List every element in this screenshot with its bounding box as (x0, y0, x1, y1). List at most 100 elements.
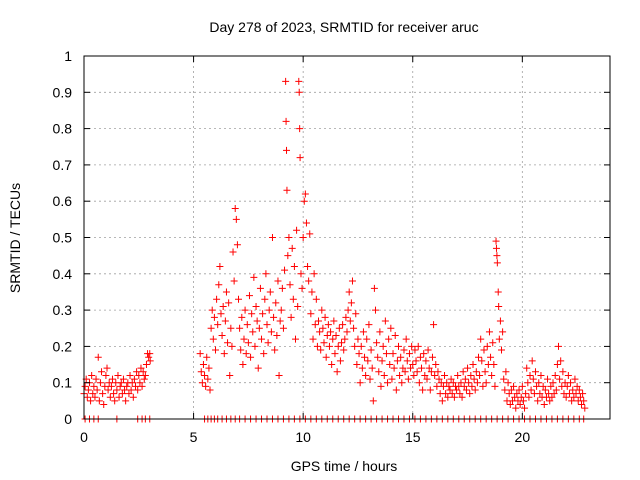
data-point (397, 353, 405, 361)
data-point (353, 361, 361, 369)
data-point (266, 288, 274, 296)
data-point (478, 357, 486, 365)
data-point (409, 361, 417, 369)
data-point (282, 117, 290, 125)
data-point (368, 364, 376, 372)
y-tick-label: 0.7 (53, 157, 73, 173)
data-point (385, 335, 393, 343)
data-point (449, 379, 457, 387)
data-point (323, 332, 331, 340)
data-point (352, 310, 360, 318)
data-point (358, 364, 366, 372)
data-point (366, 375, 374, 383)
data-point (489, 339, 497, 347)
data-point (423, 375, 431, 383)
data-point (580, 397, 588, 405)
data-point (507, 386, 515, 394)
data-point (215, 281, 223, 289)
data-point (400, 346, 408, 354)
data-point (207, 324, 215, 332)
data-point (447, 375, 455, 383)
data-point (473, 379, 481, 387)
data-point (139, 368, 147, 376)
data-point (141, 371, 149, 379)
y-tick-label: 0.8 (53, 121, 73, 137)
data-point (562, 393, 570, 401)
data-point (122, 397, 130, 405)
data-point (537, 371, 545, 379)
data-point (248, 310, 256, 318)
data-point (210, 313, 218, 321)
data-point (111, 397, 119, 405)
data-point (472, 368, 480, 376)
data-point (380, 371, 388, 379)
data-point (305, 277, 313, 285)
data-point (91, 393, 99, 401)
data-point (333, 368, 341, 376)
data-point (450, 393, 458, 401)
data-point (272, 299, 280, 307)
data-point (416, 353, 424, 361)
y-tick-label: 1 (64, 48, 72, 64)
data-point (279, 324, 287, 332)
data-point (136, 379, 144, 387)
data-point (116, 382, 124, 390)
data-point (483, 342, 491, 350)
data-point (476, 371, 484, 379)
data-point (501, 386, 509, 394)
data-point (516, 400, 524, 408)
data-point (482, 379, 490, 387)
data-point (309, 335, 317, 343)
data-point (420, 350, 428, 358)
data-point (134, 386, 142, 394)
data-point (445, 382, 453, 390)
data-point (421, 371, 429, 379)
data-point (253, 317, 261, 325)
data-point (459, 368, 467, 376)
data-point (569, 386, 577, 394)
data-point (261, 295, 269, 303)
data-point (446, 386, 454, 394)
data-point (462, 386, 470, 394)
data-point (297, 270, 305, 278)
data-point (502, 368, 510, 376)
data-point (259, 310, 267, 318)
data-point (565, 390, 573, 398)
y-tick-label: 0.4 (53, 266, 73, 282)
data-point (244, 339, 252, 347)
data-point (479, 382, 487, 390)
data-point (312, 295, 320, 303)
data-point (270, 313, 278, 321)
data-point (524, 379, 532, 387)
data-point (299, 234, 307, 241)
data-point (488, 371, 496, 379)
data-point (307, 310, 315, 318)
data-point (369, 397, 377, 405)
data-point (464, 364, 472, 372)
data-point (251, 342, 259, 350)
data-point (114, 371, 122, 379)
data-point (535, 379, 543, 387)
data-point (401, 368, 409, 376)
data-point (576, 393, 584, 401)
data-point (517, 393, 525, 401)
data-point (99, 390, 107, 398)
data-point (302, 219, 310, 227)
data-point (110, 390, 118, 398)
data-point (567, 379, 575, 387)
data-point (281, 266, 289, 274)
data-point (460, 382, 468, 390)
data-point (197, 368, 205, 376)
data-point (133, 368, 141, 376)
data-point (362, 371, 370, 379)
data-point (206, 386, 214, 394)
data-point (278, 284, 286, 292)
data-point (288, 244, 296, 252)
data-point (405, 350, 413, 358)
data-point (321, 313, 329, 321)
data-point (456, 390, 464, 398)
data-point (283, 146, 291, 154)
data-point (393, 357, 401, 365)
data-point (330, 317, 338, 325)
data-point (534, 397, 542, 405)
